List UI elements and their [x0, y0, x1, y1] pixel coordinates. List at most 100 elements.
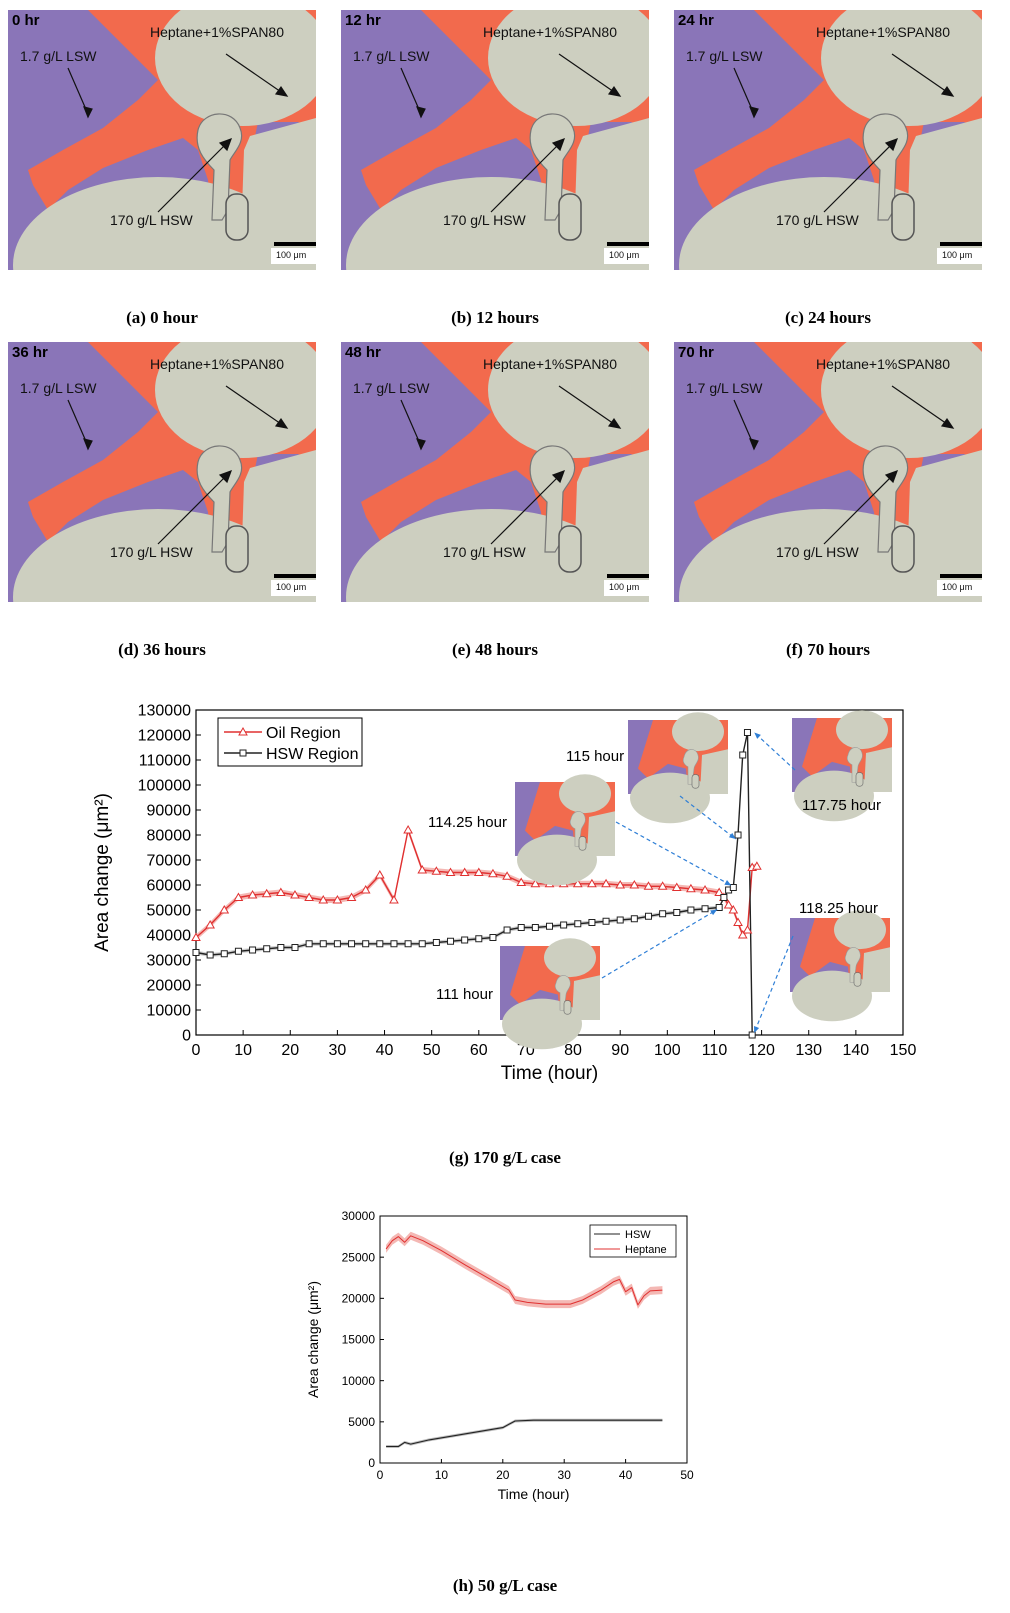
x-tick-label: 30	[329, 1042, 347, 1059]
hsw-region-point	[644, 912, 652, 920]
y-tick-label: 70000	[147, 853, 192, 870]
panel-time-label: 12 hr	[345, 12, 381, 29]
x-tick-label: 0	[377, 1468, 384, 1482]
oil-region-uncertainty-band	[196, 827, 757, 941]
hsw-region-point	[701, 905, 709, 913]
lsw-label: 1.7 g/L LSW	[353, 48, 430, 64]
oil-region-point	[219, 904, 230, 914]
panel-time-label: 0 hr	[12, 12, 40, 29]
y-tick-label: 80000	[147, 828, 192, 845]
hsw-region-point	[404, 940, 412, 948]
arrow-117-75-hour	[753, 732, 796, 771]
annotation-118-25-hour: 118.25 hour	[799, 900, 878, 917]
hsw-region-point	[376, 940, 384, 948]
hsw-region-point	[362, 940, 370, 948]
inset-111-hour	[500, 938, 600, 1050]
hsw-region-point	[291, 944, 299, 951]
inset-117-75-hour	[792, 710, 892, 822]
panel-caption: (a) 0 hour	[126, 308, 198, 327]
oil-region-point	[752, 861, 762, 870]
hsw-region-point	[531, 924, 539, 931]
hsw-label: 170 g/L HSW	[110, 212, 193, 228]
y-tick-label: 60000	[147, 878, 192, 895]
legend-heptane-label: Heptane	[625, 1244, 667, 1256]
hsw-region-point	[630, 915, 638, 923]
inset-114-25-hour	[515, 774, 615, 886]
oil-region-point	[700, 884, 710, 894]
hsw-region-point	[715, 904, 723, 911]
hsw-region-point	[263, 945, 271, 953]
hsw-label: 170 g/L HSW	[776, 212, 859, 228]
x-tick-label: 140	[843, 1042, 870, 1059]
oil-region-point	[275, 887, 286, 896]
oil-region-point	[733, 917, 743, 926]
lsw-label: 1.7 g/L LSW	[353, 380, 430, 396]
x-tick-label: 20	[496, 1468, 510, 1482]
micrograph-panel-6: 70 hr 1.7 g/L LSW Heptane+1%SPAN80 170 g…	[674, 342, 982, 602]
hsw-region-point	[748, 1031, 756, 1039]
panel-caption: (c) 24 hours	[785, 308, 871, 327]
hsw-region-point	[739, 751, 747, 759]
heptane-label: Heptane+1%SPAN80	[150, 24, 284, 40]
inset-115-hour	[628, 712, 728, 824]
heptane-label: Heptane+1%SPAN80	[483, 356, 617, 372]
heptane-line	[385, 1235, 663, 1306]
x-tick-label: 30	[558, 1468, 572, 1482]
x-tick-label: 40	[376, 1042, 394, 1059]
hsw-region-point	[206, 951, 214, 959]
hsw-region-point	[673, 909, 681, 916]
heptane-label: Heptane+1%SPAN80	[150, 356, 284, 372]
annotation-117-75-hour: 117.75 hour	[802, 797, 881, 814]
hsw-region-point	[418, 940, 426, 948]
hsw-region-point	[333, 940, 341, 948]
legend-hsw-label: HSW	[625, 1229, 651, 1241]
micrograph-panel-1: 0 hr 1.7 g/L LSW Heptane+1%SPAN80 170 g/…	[8, 10, 316, 270]
arrow-118-25-hour-head	[754, 1026, 760, 1033]
scale-bar-label: 100 μm	[276, 582, 307, 592]
oil-region-line	[195, 829, 758, 939]
micrograph-image	[341, 10, 649, 270]
hsw-region-point	[277, 944, 285, 951]
x-tick-label: 100	[654, 1042, 681, 1059]
y-tick-label: 130000	[138, 703, 191, 720]
chart-170-g-per-l: 0 10 20 30 40 50 60 70 80 90 100 110 120 130 140 150010…	[92, 703, 917, 1084]
heptane-label: Heptane+1%SPAN80	[816, 356, 950, 372]
y-axis-label: Area change (μm²)	[92, 793, 113, 952]
panel-caption: (e) 48 hours	[452, 640, 538, 659]
oil-region-point	[304, 892, 314, 901]
micrograph-image	[674, 342, 982, 602]
micrograph-image	[674, 10, 982, 270]
arrow-114-25-hour	[615, 821, 732, 887]
oil-region-point	[261, 888, 272, 898]
legend-hsw-marker	[239, 749, 247, 757]
oil-region-point	[247, 889, 258, 899]
x-tick-label: 150	[890, 1042, 917, 1059]
micrograph-image	[8, 10, 316, 270]
oil-region-point	[191, 932, 201, 941]
x-tick-label: 50	[423, 1042, 441, 1059]
y-tick-label: 15000	[342, 1333, 376, 1347]
panel-time-label: 48 hr	[345, 344, 381, 361]
hsw-uncertainty-band	[386, 1418, 663, 1448]
hsw-region-point	[729, 884, 737, 891]
hsw-region-point	[720, 894, 728, 901]
hsw-region-point	[390, 940, 398, 948]
oil-region-point	[657, 881, 668, 890]
x-tick-label: 120	[748, 1042, 775, 1059]
panel-time-label: 36 hr	[12, 344, 48, 361]
arrow-118-25-hour	[753, 935, 794, 1034]
hsw-region-point	[659, 910, 667, 918]
micrograph-panel-5: 48 hr 1.7 g/L LSW Heptane+1%SPAN80 170 g…	[341, 342, 649, 602]
panel-caption: (f) 70 hours	[785, 640, 871, 659]
micrograph-panel-3: 24 hr 1.7 g/L LSW Heptane+1%SPAN80 170 g…	[674, 10, 982, 270]
scale-bar-label: 100 μm	[276, 250, 307, 260]
oil-region-point	[346, 892, 357, 901]
oil-region-point	[686, 883, 696, 893]
y-tick-label: 100000	[138, 778, 191, 795]
oil-region-point	[643, 881, 654, 890]
arrow-115-hour-head	[728, 832, 736, 839]
y-tick-label: 30000	[342, 1209, 376, 1223]
hsw-region-point	[616, 916, 624, 924]
oil-region-point	[459, 867, 470, 876]
micrograph-image	[8, 342, 316, 602]
